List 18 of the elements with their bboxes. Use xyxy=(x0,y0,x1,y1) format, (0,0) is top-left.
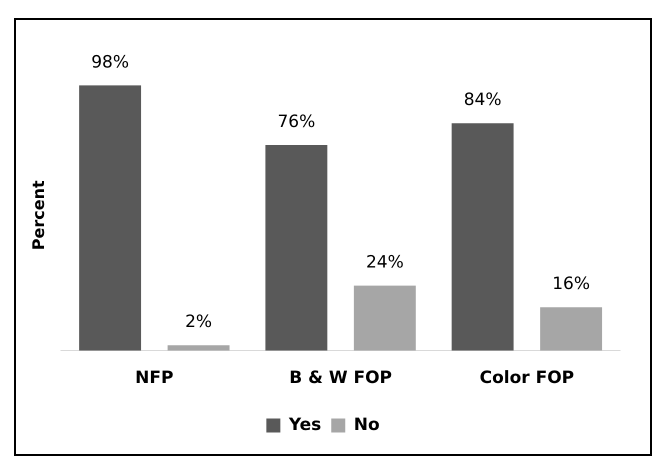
x-tick-label: NFP xyxy=(135,368,174,388)
data-label: 2% xyxy=(185,312,212,332)
x-tick-label: B & W FOP xyxy=(289,368,392,388)
y-axis-title: Percent xyxy=(28,180,48,250)
bar xyxy=(354,286,416,351)
data-label: 76% xyxy=(277,112,316,132)
data-label: 24% xyxy=(366,252,404,273)
data-label: 84% xyxy=(464,90,502,110)
bar xyxy=(168,345,230,351)
legend-label: No xyxy=(354,414,380,435)
data-label: 98% xyxy=(91,52,129,72)
bar xyxy=(540,307,602,351)
bar xyxy=(452,123,514,351)
data-label: 16% xyxy=(552,274,590,294)
x-tick-label: Color FOP xyxy=(480,368,574,388)
legend-label: Yes xyxy=(288,414,322,435)
bar xyxy=(265,144,328,351)
bar xyxy=(79,85,142,351)
